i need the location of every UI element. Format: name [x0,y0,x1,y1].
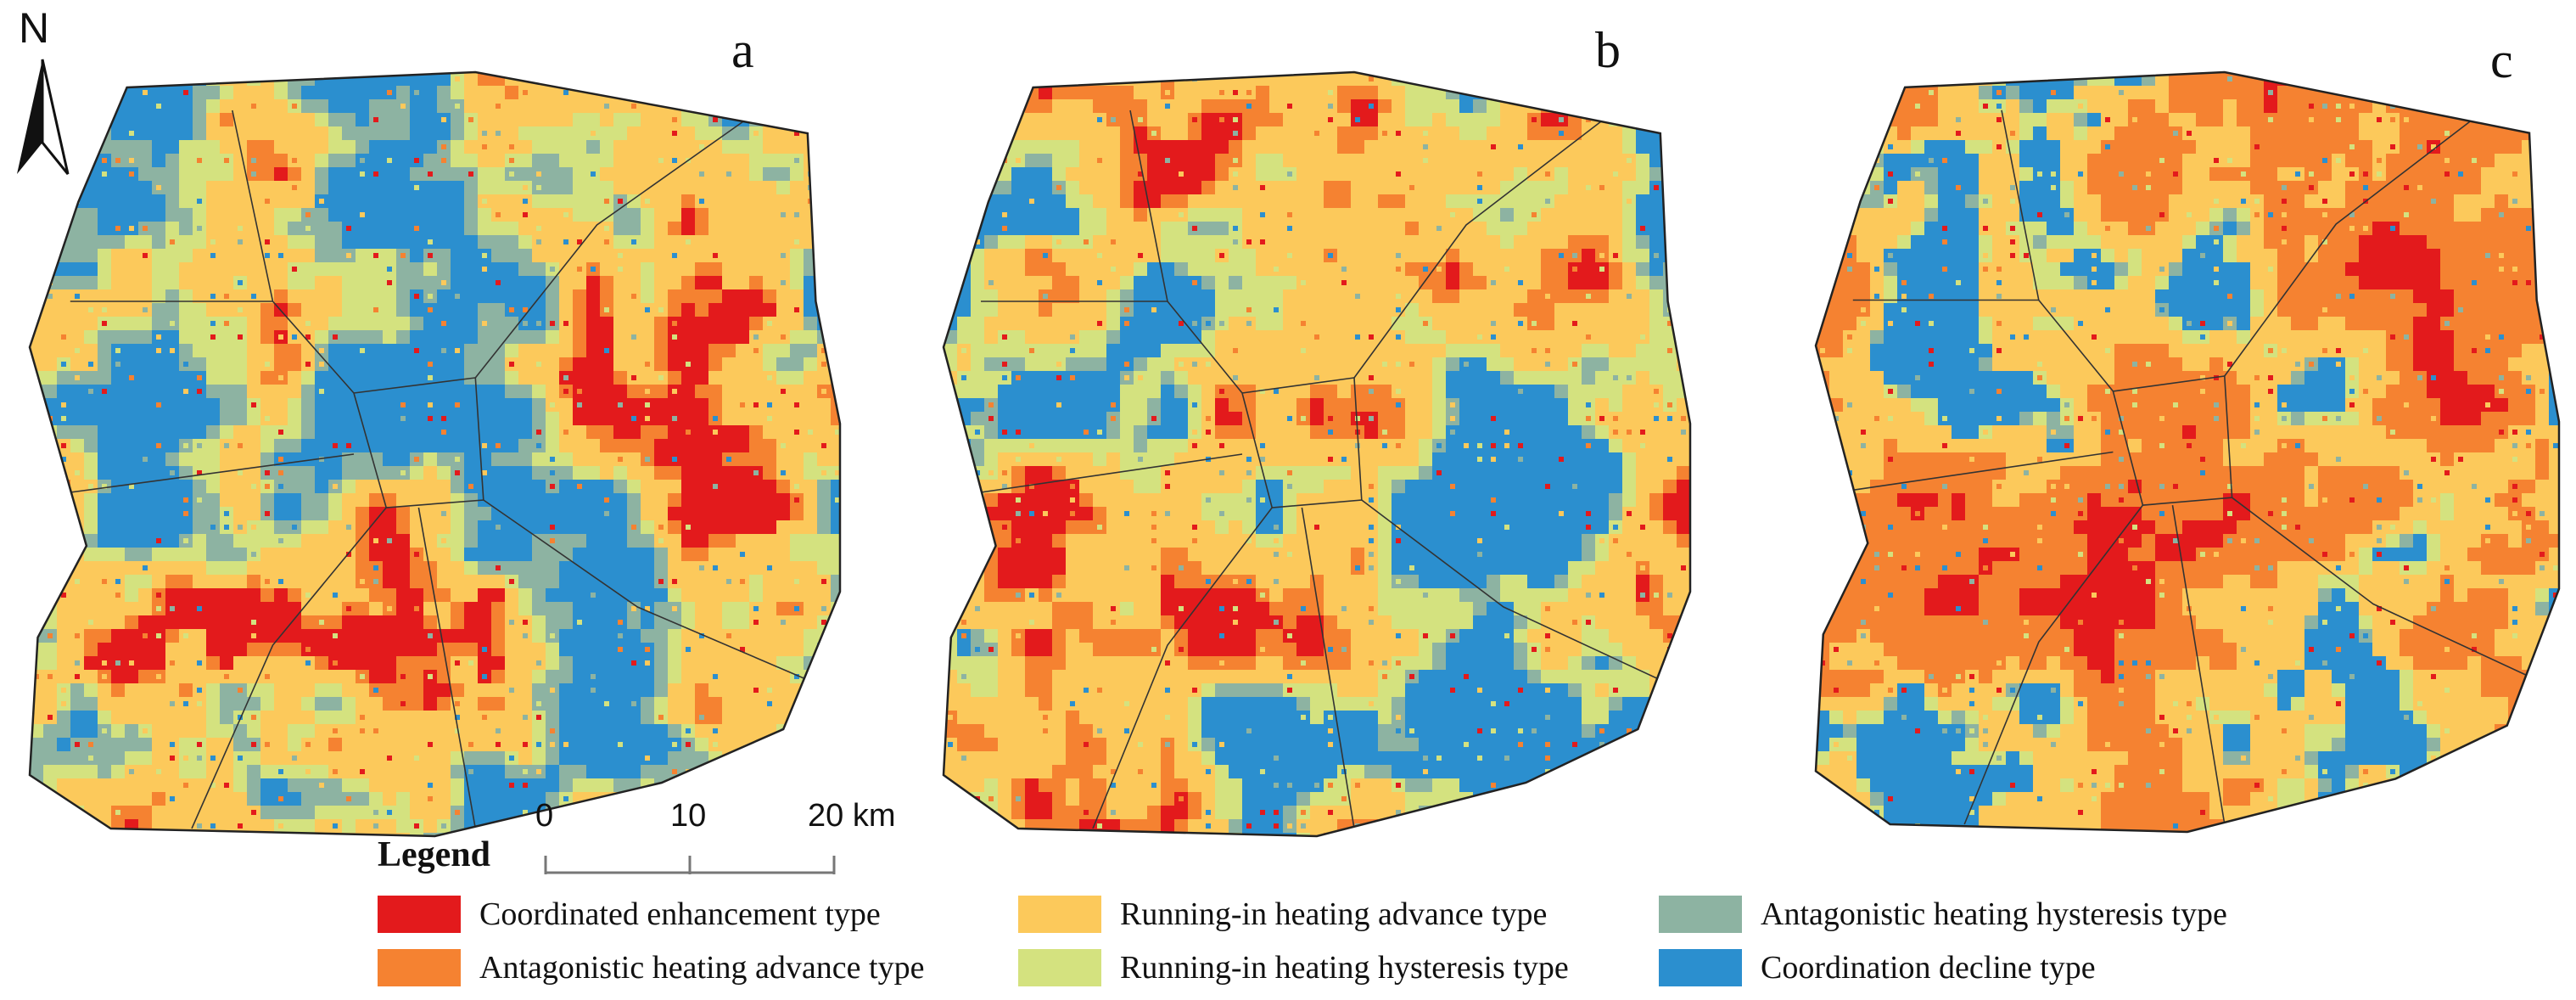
north-arrow-icon [17,59,70,175]
map-panel-c [1814,70,2561,834]
legend-item-coordinated-enhancement: Coordinated enhancement type [378,891,881,937]
map-raster [1816,72,2559,832]
legend-label: Coordination decline type [1761,950,2096,986]
legend-swatch-yellow [1018,896,1101,933]
legend-swatch-orange [378,949,461,986]
study-area-outline [28,70,842,838]
study-area-outline [942,70,1692,838]
legend-label: Antagonistic heating hysteresis type [1761,896,2227,932]
legend-label: Antagonistic heating advance type [479,950,925,986]
legend-label: Coordinated enhancement type [479,896,881,932]
map-panel-a [28,70,842,838]
legend-item-running-in-hysteresis: Running-in heating hysteresis type [1018,945,1569,991]
map-panel-b [942,70,1692,838]
legend-item-running-in-advance: Running-in heating advance type [1018,891,1547,937]
scale-bar [544,856,836,874]
legend-title: Legend [378,835,491,874]
legend-label: Running-in heating hysteresis type [1120,950,1569,986]
study-area-outline [1814,70,2561,834]
scale-tick-0: 0 [535,798,554,834]
map-raster [30,72,840,836]
legend-item-antagonistic-advance: Antagonistic heating advance type [378,945,924,991]
legend-swatch-lightgreen [1018,949,1101,986]
legend-item-coordination-decline: Coordination decline type [1659,945,2096,991]
legend-item-antagonistic-hysteresis: Antagonistic heating hysteresis type [1659,891,2227,937]
legend-swatch-blue [1659,949,1742,986]
scale-tick-20: 20 km [808,798,896,834]
legend-swatch-grayteal [1659,896,1742,933]
panel-label-b: b [1595,22,1621,78]
map-raster [944,72,1690,836]
panel-label-a: a [731,22,754,78]
district-boundaries [1852,110,2538,825]
scale-tick-10: 10 [670,798,707,834]
district-boundaries [980,110,1668,829]
panel-label-c: c [2490,32,2513,88]
legend-swatch-red [378,896,461,933]
north-label: N [19,4,50,52]
district-boundaries [70,110,816,829]
legend-label: Running-in heating advance type [1120,896,1548,932]
